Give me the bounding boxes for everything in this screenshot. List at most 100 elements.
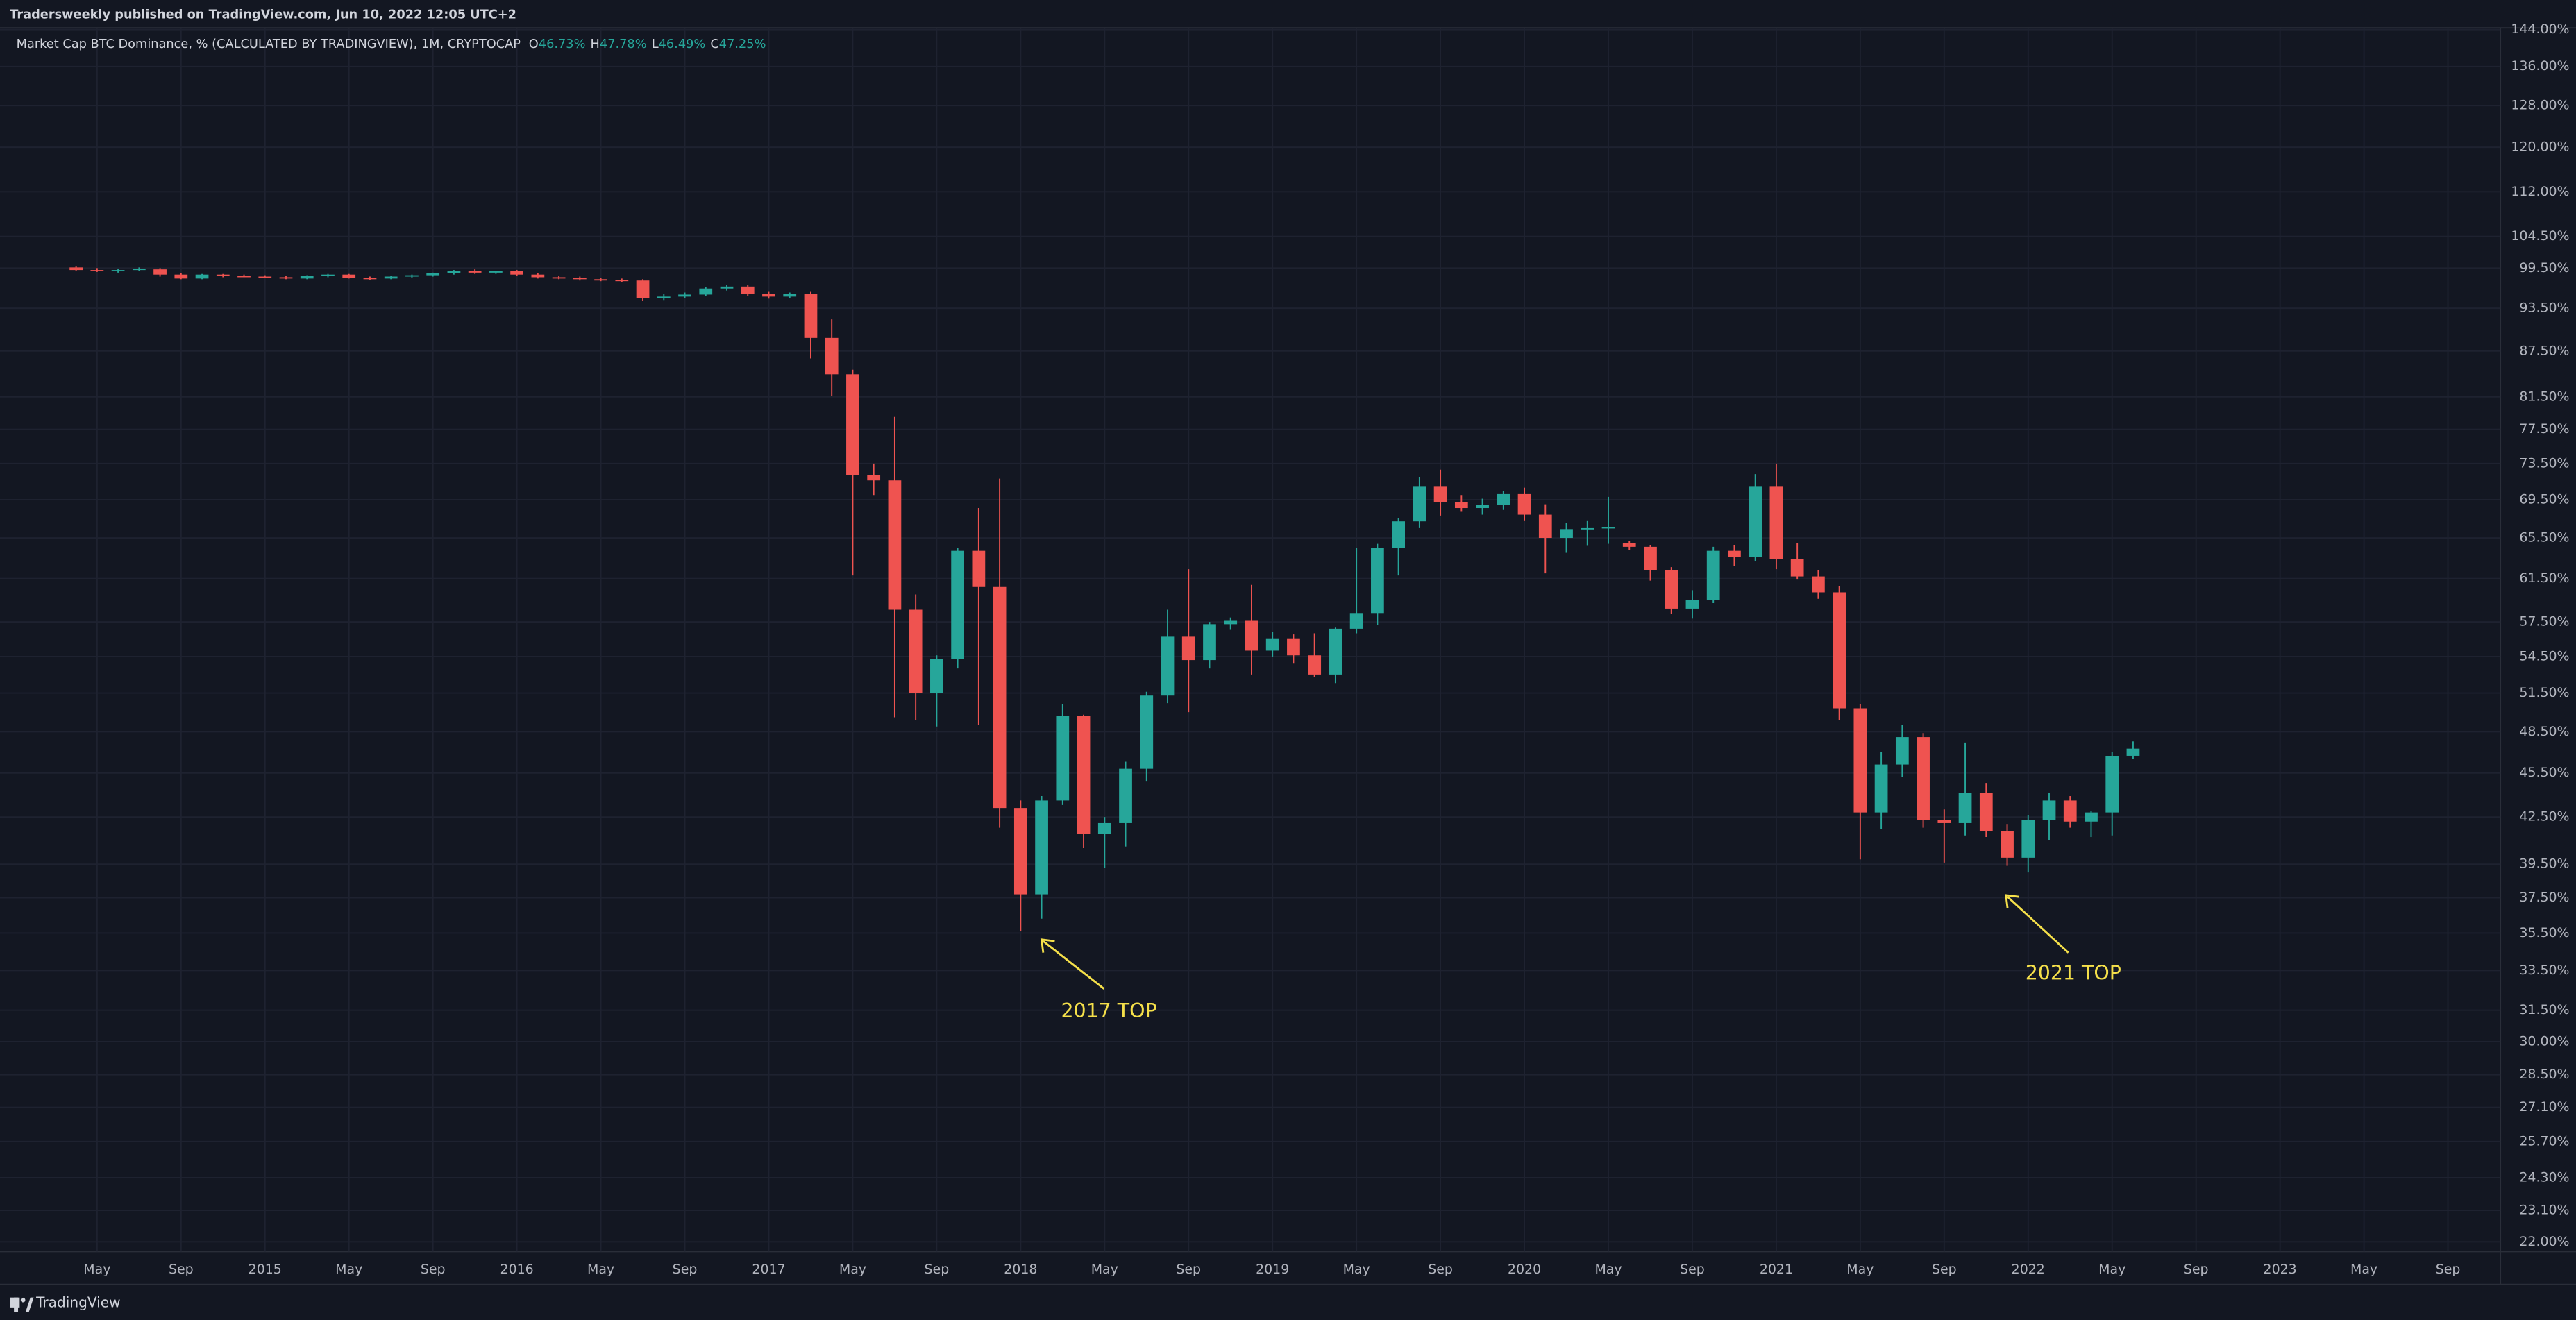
x-tick-label: 2021 (1760, 1262, 1793, 1277)
candle-body (867, 475, 881, 481)
y-tick-label: 93.50% (2519, 301, 2569, 316)
y-tick-label: 25.70% (2519, 1133, 2569, 1149)
candle-body (468, 271, 482, 273)
y-tick-label: 87.50% (2519, 343, 2569, 358)
candle-body (1056, 716, 1070, 801)
annotation: 2021 TOP (2026, 961, 2121, 984)
y-tick-label: 33.50% (2519, 963, 2569, 978)
candle-body (1371, 548, 1384, 614)
annotations: 2017 TOP 2021 TOP (1040, 894, 2121, 1022)
x-tick-label: Sep (169, 1262, 194, 1277)
x-tick-label: May (1343, 1262, 1370, 1277)
x-tick-label: 2020 (1508, 1262, 1541, 1277)
candle-body (1812, 576, 1825, 593)
y-tick-label: 51.50% (2519, 685, 2569, 700)
logo-part (14, 1297, 19, 1312)
y-tick-label: 57.50% (2519, 614, 2569, 629)
candle-body (804, 294, 818, 338)
candle-body (447, 271, 461, 273)
y-tick-label: 136.00% (2511, 58, 2569, 74)
candle-body (972, 550, 986, 587)
candle-body (1077, 716, 1091, 834)
candle-body (1644, 546, 1657, 570)
x-tick-label: May (1846, 1262, 1874, 1277)
y-tick-label: 42.50% (2519, 809, 2569, 824)
candle-body (1601, 527, 1615, 529)
candle-body (1622, 543, 1636, 547)
candle-body (1265, 638, 1279, 651)
candle-body (174, 274, 188, 279)
candle-body (1979, 793, 1993, 831)
legend-key: L (652, 37, 659, 51)
candle-body (1476, 505, 1489, 509)
candle-body (69, 267, 83, 271)
x-tick-label: May (1594, 1262, 1622, 1277)
x-tick-label: Sep (925, 1262, 950, 1277)
y-tick-label: 81.50% (2519, 389, 2569, 404)
annotation-arrow (1042, 940, 1105, 990)
candle-body (237, 276, 251, 278)
candle-body (741, 286, 755, 294)
candle-body (342, 274, 356, 278)
x-tick-label: 2023 (2264, 1262, 2297, 1277)
x-tick-label: May (839, 1262, 866, 1277)
legend-key: C (710, 37, 718, 51)
candle-body (384, 276, 398, 279)
candle-body (1140, 695, 1154, 769)
candle-body (2105, 756, 2119, 813)
y-tick-label: 39.50% (2519, 856, 2569, 872)
y-tick-label: 31.50% (2519, 1002, 2569, 1017)
candle-body (363, 278, 377, 280)
x-tick-label: May (2098, 1262, 2125, 1277)
publisher: Tradersweekly published on TradingView.c… (10, 8, 516, 22)
candle-body (678, 294, 691, 297)
y-tick-label: 104.50% (2511, 228, 2569, 244)
x-tick-label: May (335, 1262, 362, 1277)
x-tick-label: May (587, 1262, 614, 1277)
candle-body (720, 286, 734, 289)
candle-body (2085, 812, 2098, 822)
candle-body (615, 280, 629, 282)
candle-body (489, 271, 503, 273)
candle-body (1728, 550, 1741, 557)
brand: TradingView (35, 1294, 121, 1310)
y-tick-label: 65.50% (2519, 530, 2569, 545)
candle-body (1665, 570, 1678, 609)
candle-body (1308, 655, 1322, 675)
x-tick-label: May (1091, 1262, 1118, 1277)
y-tick-label: 30.00% (2519, 1033, 2569, 1049)
candle-body (2021, 820, 2035, 858)
x-tick-label: May (83, 1262, 110, 1277)
y-tick-label: 73.50% (2519, 455, 2569, 471)
candle-body (909, 609, 923, 693)
x-tick-label: 2018 (1004, 1262, 1037, 1277)
y-tick-label: 61.50% (2519, 570, 2569, 586)
x-tick-label: May (2350, 1262, 2377, 1277)
annotation-arrow (2007, 896, 2069, 954)
candle-body (1853, 708, 1867, 813)
y-tick-label: 37.50% (2519, 890, 2569, 905)
candle-body (1161, 636, 1175, 696)
candle-body (699, 288, 713, 295)
logo-part (25, 1297, 34, 1312)
y-tick-label: 128.00% (2511, 98, 2569, 113)
candle-body (2063, 800, 2077, 822)
annotation-arrowhead (1040, 938, 1055, 953)
candle-body (1392, 521, 1406, 548)
candle-body (1685, 600, 1699, 609)
candle-body (195, 274, 209, 279)
candle-body (1013, 808, 1027, 895)
x-tick-label: 2019 (1256, 1262, 1289, 1277)
x-tick-label: 2015 (249, 1262, 282, 1277)
candle-body (531, 274, 545, 278)
candle-body (1035, 800, 1048, 895)
logo-part (20, 1297, 26, 1303)
y-tick-label: 28.50% (2519, 1067, 2569, 1082)
candle-body (2001, 831, 2014, 858)
candle-body (1287, 638, 1300, 656)
y-tick-label: 35.50% (2519, 925, 2569, 940)
candle-body (1874, 764, 1888, 813)
